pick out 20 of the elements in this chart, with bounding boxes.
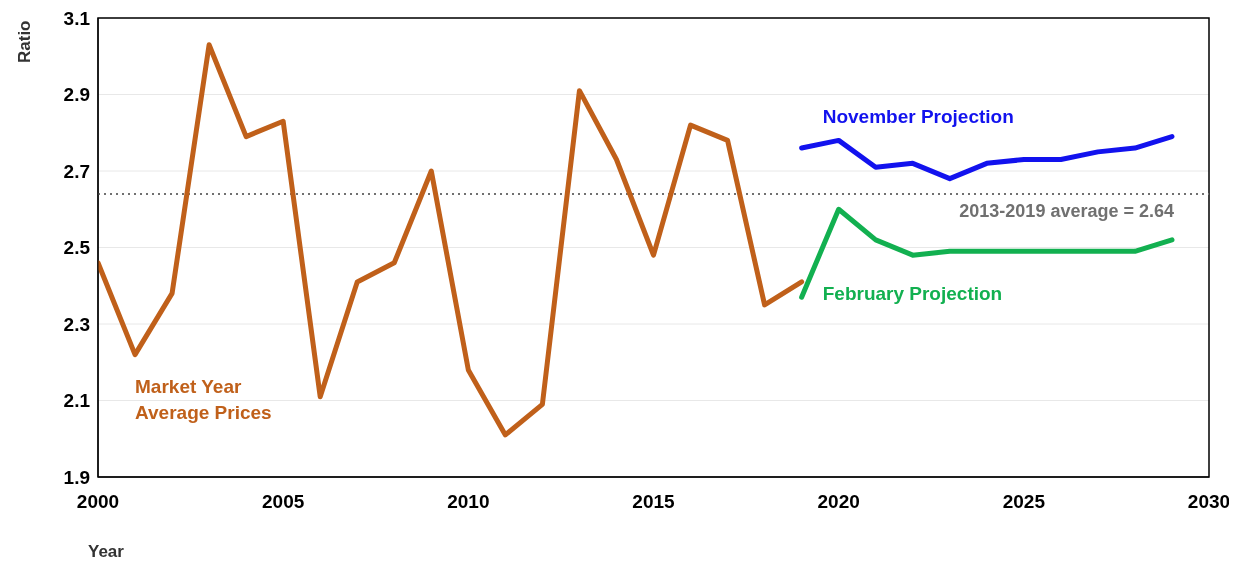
y-tick-label: 2.1 xyxy=(63,390,91,412)
series-label: November Projection xyxy=(822,106,1014,128)
x-tick-label: 2010 xyxy=(447,491,490,513)
y-tick-label: 2.3 xyxy=(63,313,90,335)
y-tick-label: 2.5 xyxy=(63,237,91,259)
x-tick-label: 2025 xyxy=(1002,491,1046,513)
y-tick-label: 1.9 xyxy=(63,466,90,488)
y-tick-label: 2.7 xyxy=(63,160,90,182)
x-tick-label: 2005 xyxy=(262,491,305,513)
x-tick-label: 2030 xyxy=(1187,491,1231,513)
series-label: February Projection xyxy=(822,283,1003,305)
x-tick-label: 2015 xyxy=(632,491,676,513)
x-axis-title: Year xyxy=(88,542,125,561)
x-tick-label: 2020 xyxy=(817,491,860,513)
series-label: Market Year Average Prices xyxy=(135,375,272,423)
y-tick-label: 2.9 xyxy=(63,84,90,106)
y-tick-label: 3.1 xyxy=(63,7,91,29)
ref-line-label: 2013-2019 average = 2.64 xyxy=(959,200,1174,221)
x-tick-label: 2000 xyxy=(76,491,120,513)
y-axis-title: Ratio xyxy=(15,20,35,63)
